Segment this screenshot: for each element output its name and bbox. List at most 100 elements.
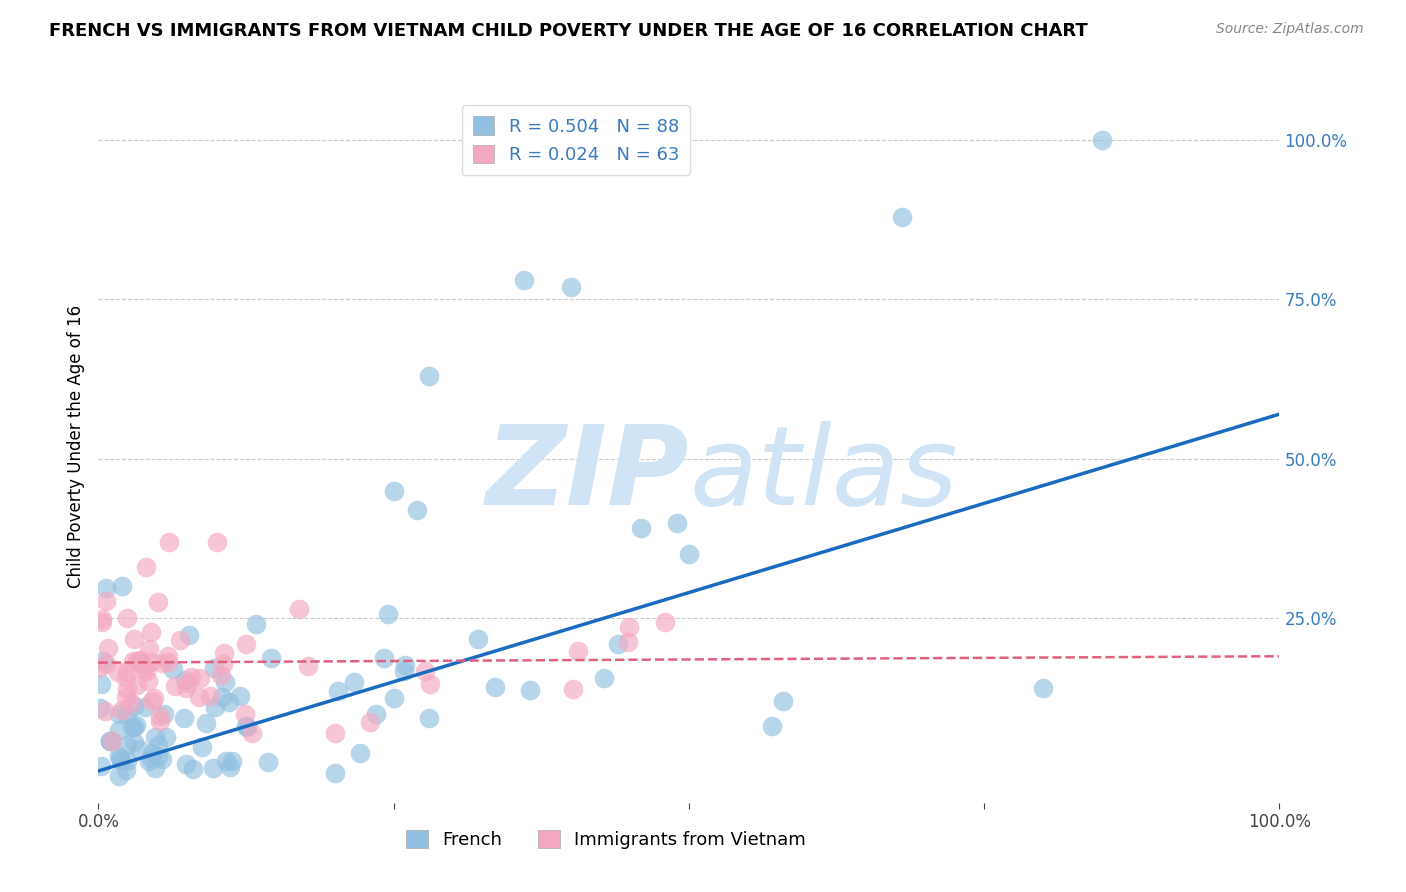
Point — [180, 670, 202, 684]
Point — [91, 654, 114, 668]
Point — [98, 734, 121, 748]
Point — [198, 689, 221, 703]
Point — [128, 742, 150, 756]
Point — [135, 664, 157, 678]
Point — [98, 733, 121, 747]
Point — [630, 521, 652, 535]
Point — [188, 671, 211, 685]
Point — [117, 665, 139, 679]
Point — [382, 483, 405, 498]
Point — [124, 699, 146, 714]
Point — [467, 632, 489, 646]
Point — [257, 756, 280, 770]
Point — [654, 615, 676, 630]
Point — [150, 656, 173, 670]
Point — [519, 683, 541, 698]
Point — [229, 689, 252, 703]
Point — [761, 719, 783, 733]
Point — [169, 633, 191, 648]
Point — [219, 760, 242, 774]
Point — [325, 766, 347, 780]
Point — [89, 701, 111, 715]
Point — [117, 681, 139, 696]
Point — [108, 707, 131, 722]
Y-axis label: Child Poverty Under the Age of 16: Child Poverty Under the Age of 16 — [66, 304, 84, 588]
Point — [125, 678, 148, 692]
Point — [115, 738, 138, 752]
Point — [366, 707, 388, 722]
Point — [146, 748, 169, 763]
Point — [122, 632, 145, 647]
Point — [665, 516, 688, 530]
Point — [93, 704, 115, 718]
Text: FRENCH VS IMMIGRANTS FROM VIETNAM CHILD POVERTY UNDER THE AGE OF 16 CORRELATION : FRENCH VS IMMIGRANTS FROM VIETNAM CHILD … — [49, 22, 1088, 40]
Point — [413, 665, 436, 679]
Point — [100, 734, 122, 748]
Point — [607, 636, 630, 650]
Text: Source: ZipAtlas.com: Source: ZipAtlas.com — [1216, 22, 1364, 37]
Point — [115, 611, 138, 625]
Point — [179, 628, 201, 642]
Point — [567, 644, 589, 658]
Point — [240, 725, 263, 739]
Point — [146, 738, 169, 752]
Point — [260, 650, 283, 665]
Point — [141, 624, 163, 639]
Point — [115, 754, 138, 768]
Point — [191, 739, 214, 754]
Point — [377, 607, 399, 621]
Point — [373, 651, 395, 665]
Point — [419, 676, 441, 690]
Point — [129, 653, 152, 667]
Point — [148, 714, 170, 729]
Point — [394, 658, 416, 673]
Point — [202, 661, 225, 675]
Point — [218, 694, 240, 708]
Point — [108, 750, 131, 764]
Point — [562, 681, 585, 696]
Point — [209, 668, 232, 682]
Point — [90, 759, 112, 773]
Point — [418, 711, 440, 725]
Point — [108, 723, 131, 738]
Point — [125, 653, 148, 667]
Point — [143, 691, 166, 706]
Point — [235, 719, 257, 733]
Point — [153, 706, 176, 721]
Point — [120, 696, 142, 710]
Point — [121, 720, 143, 734]
Point — [115, 671, 138, 685]
Point — [181, 762, 204, 776]
Point — [235, 637, 257, 651]
Point — [122, 720, 145, 734]
Point — [145, 730, 167, 744]
Point — [115, 690, 138, 704]
Point — [107, 665, 129, 680]
Point — [205, 534, 228, 549]
Point — [138, 642, 160, 657]
Point — [129, 657, 152, 671]
Point — [188, 690, 211, 704]
Point — [125, 718, 148, 732]
Point — [115, 764, 138, 778]
Point — [212, 657, 235, 671]
Point — [173, 711, 195, 725]
Point — [162, 663, 184, 677]
Text: atlas: atlas — [689, 421, 957, 528]
Point — [156, 648, 179, 663]
Point — [141, 694, 163, 708]
Point — [772, 694, 794, 708]
Point — [382, 691, 405, 706]
Point — [157, 534, 180, 549]
Point — [135, 560, 157, 574]
Point — [245, 616, 267, 631]
Point — [593, 671, 616, 685]
Point — [359, 715, 381, 730]
Point — [174, 756, 197, 771]
Point — [108, 769, 131, 783]
Point — [94, 657, 117, 672]
Point — [512, 273, 534, 287]
Point — [94, 582, 117, 596]
Point — [297, 658, 319, 673]
Point — [173, 673, 195, 687]
